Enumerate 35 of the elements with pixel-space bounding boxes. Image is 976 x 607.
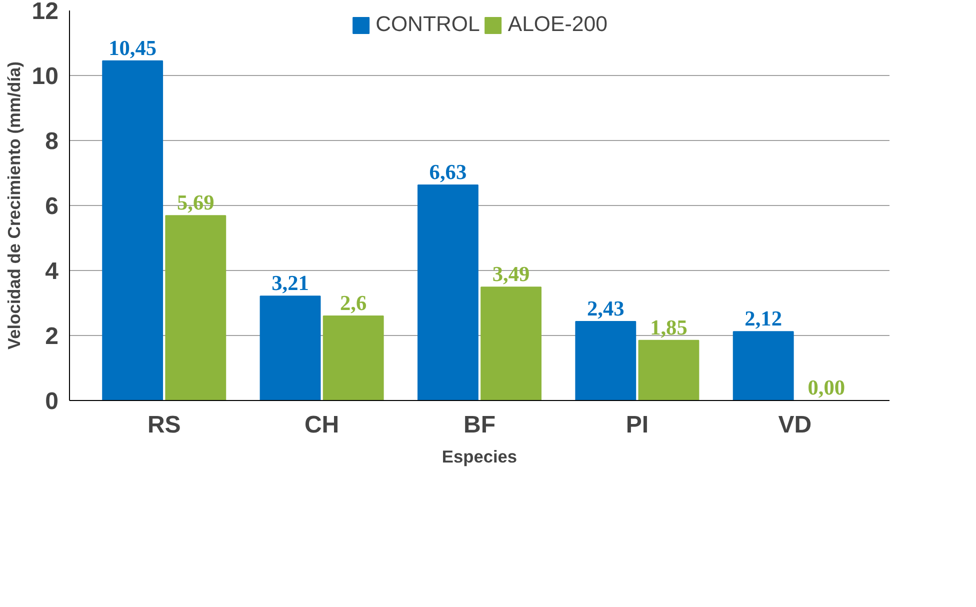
bar [732, 331, 794, 400]
data-label: 1,85 [650, 315, 688, 340]
x-tick-label: CH [304, 412, 340, 438]
data-label: 2,6 [340, 291, 368, 315]
y-tick-label: 12 [32, 0, 59, 25]
y-tick-label: 4 [45, 258, 60, 285]
y-tick-label: 2 [45, 323, 59, 350]
data-label: 3,49 [492, 262, 530, 286]
x-axis-title: Especies [442, 446, 518, 466]
bar [322, 316, 384, 400]
x-tick-label: PI [626, 412, 649, 438]
data-label: 5,69 [176, 190, 214, 215]
data-label: 2,12 [744, 306, 782, 331]
x-tick-label: VD [778, 412, 812, 438]
data-label: 6,63 [429, 160, 467, 184]
y-tick-label: 6 [45, 193, 59, 220]
bar [102, 60, 164, 400]
bar [480, 286, 542, 400]
y-axis-title: Velocidad de Crecimiento (mm/día) [4, 62, 24, 350]
bar [638, 340, 700, 400]
data-label: 3,21 [272, 271, 309, 296]
x-tick-label: BF [464, 412, 496, 438]
x-tick-label: RS [147, 412, 181, 438]
y-tick-label: 10 [32, 63, 59, 90]
bar [418, 184, 478, 400]
data-label: 0,00 [808, 376, 846, 400]
legend-label: ALOE-200 [508, 12, 608, 37]
y-tick-label: 0 [45, 388, 59, 415]
y-tick-label: 8 [45, 128, 59, 155]
legend-label: CONTROL [376, 12, 480, 37]
data-label: 10,45 [108, 36, 157, 60]
bar [575, 321, 636, 400]
bar [260, 296, 321, 400]
bar [165, 215, 226, 400]
data-label: 2,43 [586, 296, 624, 321]
